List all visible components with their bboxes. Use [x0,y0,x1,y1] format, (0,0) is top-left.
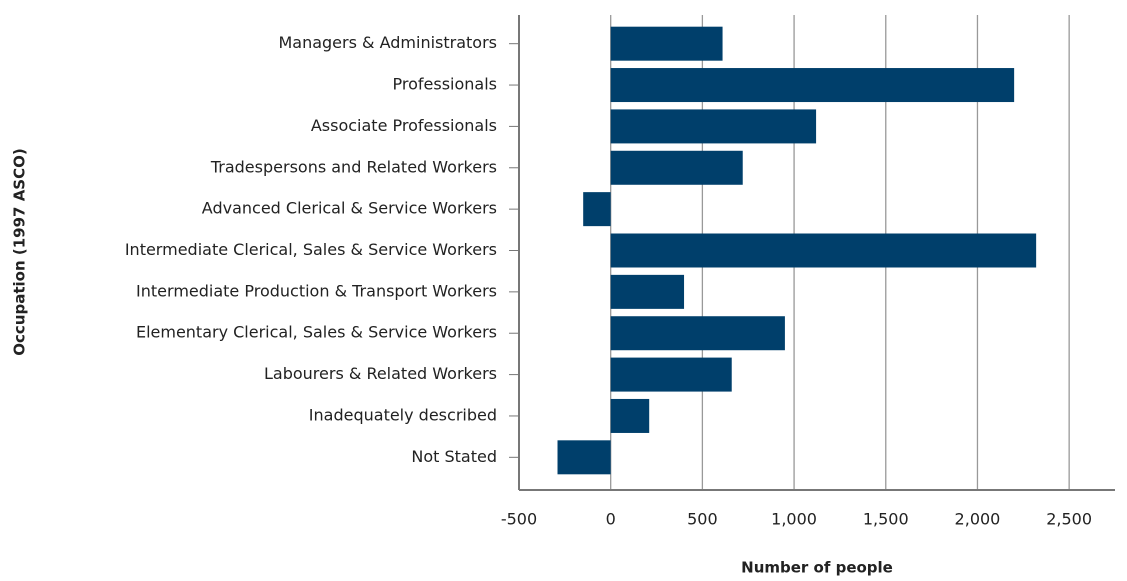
y-tick-label: Inadequately described [309,405,497,424]
y-tick-label: Advanced Clerical & Service Workers [202,199,497,218]
y-tick-label: Associate Professionals [311,116,497,135]
bar [610,150,743,185]
bar [610,357,732,392]
y-tick-label: Professionals [393,75,498,94]
y-tick-label: Tradespersons and Related Workers [210,157,497,176]
bar [557,440,611,475]
bar [610,109,817,144]
bar [610,233,1037,268]
x-tick-label: 0 [606,510,616,529]
x-tick-label: 2,000 [955,510,1001,529]
y-tick-label: Intermediate Clerical, Sales & Service W… [125,240,497,259]
x-tick-label: 1,000 [771,510,817,529]
bar [583,192,611,227]
bar [610,274,685,309]
x-tick-label: 500 [687,510,718,529]
bar [610,398,650,433]
x-tick-label: 1,500 [863,510,909,529]
y-tick-label: Not Stated [411,447,497,466]
y-axis-label: Occupation (1997 ASCO) [11,148,29,355]
y-tick-label: Intermediate Production & Transport Work… [136,281,497,300]
bar [610,68,1015,103]
y-tick-label: Managers & Administrators [278,33,497,52]
bar [610,316,785,351]
x-axis-label: Number of people [741,559,893,577]
bar [610,26,723,61]
x-tick-label: 2,500 [1046,510,1092,529]
y-tick-label: Elementary Clerical, Sales & Service Wor… [136,323,497,342]
x-tick-label: -500 [501,510,537,529]
y-tick-label: Labourers & Related Workers [264,364,497,383]
